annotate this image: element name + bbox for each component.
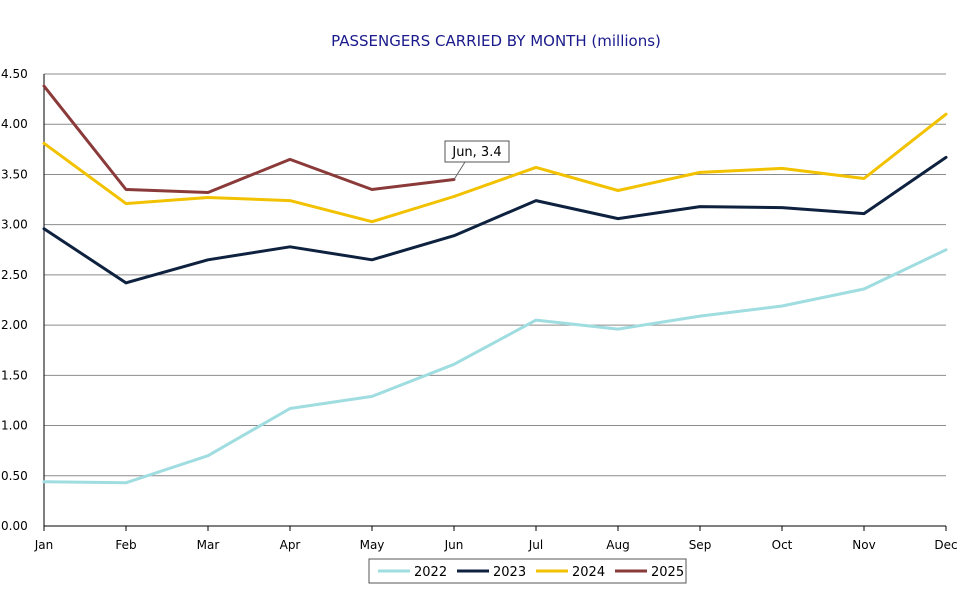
x-tick-label: Aug — [606, 538, 629, 552]
x-tick-label: Jan — [34, 538, 54, 552]
x-tick-label: Feb — [115, 538, 136, 552]
x-axis-tick-labels: Jan Feb Mar Apr May Jun Jul Aug Sep Oct Nov Dec — [34, 538, 958, 552]
legend-label-2024: 2024 — [572, 565, 605, 580]
axes — [43, 74, 947, 531]
y-tick-label: 4.50 — [1, 67, 28, 81]
x-tick-label: Jul — [528, 538, 543, 552]
series-line-2023 — [42, 155, 948, 285]
y-tick-label: 3.50 — [1, 167, 28, 181]
grid-lines — [44, 73, 946, 477]
y-tick-label: 1.00 — [1, 419, 28, 433]
callout-leader — [453, 161, 466, 180]
series-lines — [42, 84, 948, 485]
x-tick-label: Jun — [444, 538, 464, 552]
legend-label-2022: 2022 — [414, 565, 447, 580]
x-tick-label: Mar — [197, 538, 220, 552]
x-tick-label: Sep — [689, 538, 712, 552]
x-tick-label: Dec — [934, 538, 957, 552]
legend-label-2023: 2023 — [493, 565, 526, 580]
chart-title: PASSENGERS CARRIED BY MONTH (millions) — [331, 32, 661, 50]
series-line-2022 — [42, 248, 948, 485]
y-axis-tick-labels: 0.00 0.50 1.00 1.50 2.00 2.50 3.00 3.50 4.00 4.50 — [1, 67, 28, 533]
y-tick-label: 0.00 — [1, 519, 28, 533]
legend-label-2025: 2025 — [651, 565, 684, 580]
y-tick-label: 4.00 — [1, 117, 28, 131]
x-tick-label: Oct — [772, 538, 793, 552]
callout-label: Jun, 3.4 — [451, 145, 501, 160]
y-tick-label: 2.00 — [1, 318, 28, 332]
x-tick-label: Apr — [280, 538, 301, 552]
x-tick-label: Nov — [852, 538, 875, 552]
y-tick-label: 0.50 — [1, 469, 28, 483]
y-tick-label: 1.50 — [1, 368, 28, 382]
legend: 2022 2023 2024 2025 — [368, 558, 687, 584]
callout-box — [444, 140, 510, 163]
data-callout: Jun, 3.4 — [444, 140, 510, 180]
y-tick-label: 2.50 — [1, 268, 28, 282]
y-tick-label: 3.00 — [1, 218, 28, 232]
series-line-2024 — [42, 112, 948, 224]
x-tick-label: May — [360, 538, 385, 552]
series-line-2025 — [42, 84, 456, 194]
